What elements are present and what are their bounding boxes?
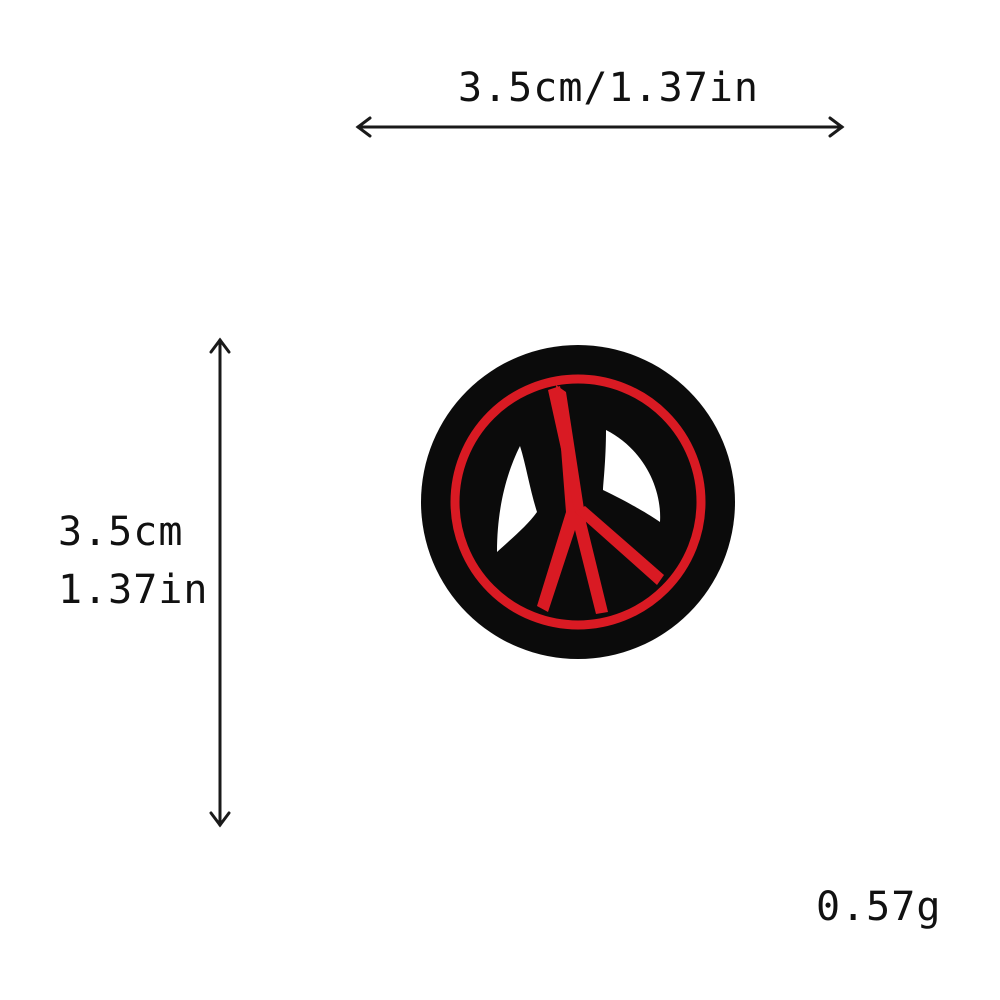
height-arrow bbox=[209, 337, 231, 828]
weight-label: 0.57g bbox=[816, 884, 942, 930]
height-label-cm: 3.5cm bbox=[58, 509, 184, 555]
width-label: 3.5cm/1.37in bbox=[458, 65, 759, 111]
peace-sign-patch-icon bbox=[421, 345, 735, 659]
width-arrow bbox=[355, 116, 845, 138]
height-label-in: 1.37in bbox=[58, 567, 209, 613]
